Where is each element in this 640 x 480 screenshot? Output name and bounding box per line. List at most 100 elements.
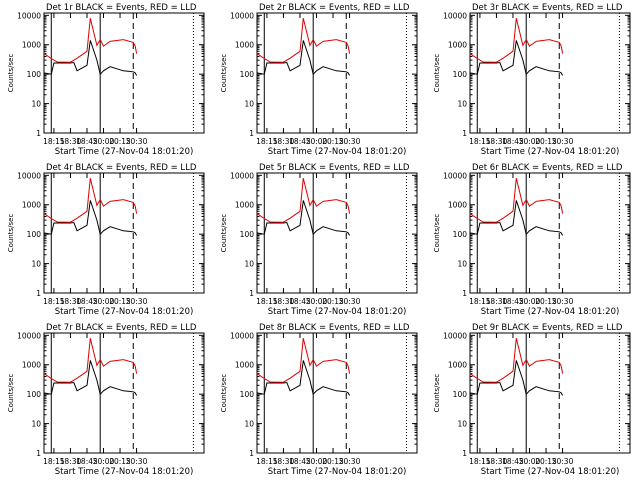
x-tick-label: 18:30 <box>60 297 82 306</box>
x-tick-label: 20:15 <box>535 137 557 146</box>
y-tick-label: 1000 <box>235 201 254 210</box>
plot-frame <box>256 12 418 134</box>
y-axis-label: Counts/sec <box>433 54 441 93</box>
x-tick-label: 18:30 <box>273 137 295 146</box>
y-tick-label: 10000 <box>17 331 41 340</box>
y-tick-label: 1 <box>462 449 467 458</box>
x-tick-label: 18:15 <box>256 137 278 146</box>
x-tick-label: 18:30 <box>60 137 82 146</box>
x-tick-label: 18:15 <box>469 457 491 466</box>
x-tick-label: 20:30 <box>552 137 574 146</box>
events-series-line <box>469 200 564 236</box>
y-tick-label: 1 <box>249 449 254 458</box>
chart-title: Det 2r BLACK = Events, RED = LLD <box>259 3 410 13</box>
x-axis-label: Start Time (27-Nov-04 18:01:20) <box>55 467 194 477</box>
y-tick-label: 100 <box>27 390 42 399</box>
lld-series-line <box>469 18 564 63</box>
detector-panel-6: Det 6r BLACK = Events, RED = LLD Start Ti… <box>433 163 631 317</box>
detector-panel-7: Det 7r BLACK = Events, RED = LLD Start Ti… <box>7 323 205 477</box>
y-tick-label: 10 <box>244 420 254 429</box>
y-tick-label: 10 <box>31 260 41 269</box>
x-tick-label: 20:15 <box>109 457 131 466</box>
plot-frame <box>469 332 631 454</box>
y-axis-label: Counts/sec <box>220 214 228 253</box>
y-tick-label: 1000 <box>235 361 254 370</box>
y-tick-label: 10000 <box>230 11 254 20</box>
plot-frame <box>43 332 205 454</box>
y-tick-label: 1 <box>36 449 41 458</box>
y-tick-label: 1000 <box>22 361 41 370</box>
x-tick-label: 18:30 <box>60 457 82 466</box>
y-axis-label: Counts/sec <box>220 54 228 93</box>
y-tick-label: 10000 <box>443 331 467 340</box>
x-tick-label: 20:30 <box>552 297 574 306</box>
y-tick-label: 1 <box>36 129 41 138</box>
y-axis-label: Counts/sec <box>220 374 228 413</box>
x-tick-label: 20:00 <box>93 297 115 306</box>
detector-panel-9: Det 9r BLACK = Events, RED = LLD Start Ti… <box>433 323 631 477</box>
x-tick-label: 18:45 <box>289 297 311 306</box>
events-series-line <box>256 200 351 236</box>
x-tick-label: 18:45 <box>502 297 524 306</box>
lld-series-line <box>469 178 564 223</box>
x-tick-label: 20:15 <box>535 297 557 306</box>
y-axis-label: Counts/sec <box>7 374 15 413</box>
detector-panel-5: Det 5r BLACK = Events, RED = LLD Start Ti… <box>220 163 418 317</box>
y-tick-label: 1 <box>462 129 467 138</box>
plot-frame <box>469 12 631 134</box>
chart-title: Det 9r BLACK = Events, RED = LLD <box>472 323 623 333</box>
x-tick-label: 20:15 <box>322 297 344 306</box>
plot-frame <box>469 172 631 294</box>
y-axis-label: Counts/sec <box>7 54 15 93</box>
x-tick-label: 18:45 <box>502 457 524 466</box>
chart-title: Det 7r BLACK = Events, RED = LLD <box>46 323 197 333</box>
x-tick-label: 18:45 <box>289 457 311 466</box>
detector-panel-2: Det 2r BLACK = Events, RED = LLD Start Ti… <box>220 3 418 157</box>
y-tick-label: 1 <box>36 289 41 298</box>
x-tick-label: 20:00 <box>519 297 541 306</box>
lld-series-line <box>256 18 351 63</box>
x-tick-label: 20:30 <box>339 457 361 466</box>
x-tick-label: 20:30 <box>339 297 361 306</box>
x-axis-label: Start Time (27-Nov-04 18:01:20) <box>55 307 194 317</box>
x-tick-label: 18:30 <box>273 297 295 306</box>
y-tick-label: 1000 <box>22 201 41 210</box>
y-tick-label: 1000 <box>22 41 41 50</box>
events-series-line <box>43 360 138 396</box>
lld-series-line <box>43 18 138 63</box>
y-tick-label: 100 <box>453 70 468 79</box>
x-tick-label: 20:00 <box>93 457 115 466</box>
events-series-line <box>469 360 564 396</box>
x-tick-label: 18:45 <box>76 137 98 146</box>
chart-title: Det 8r BLACK = Events, RED = LLD <box>259 323 410 333</box>
x-tick-label: 18:30 <box>273 457 295 466</box>
x-tick-label: 18:15 <box>256 457 278 466</box>
x-axis-label: Start Time (27-Nov-04 18:01:20) <box>481 307 620 317</box>
x-tick-label: 18:15 <box>43 297 65 306</box>
y-axis-label: Counts/sec <box>7 214 15 253</box>
y-tick-label: 1000 <box>448 201 467 210</box>
y-tick-label: 10000 <box>17 171 41 180</box>
x-tick-label: 20:30 <box>126 457 148 466</box>
lld-series-line <box>43 178 138 223</box>
plot-frame <box>43 172 205 294</box>
y-tick-label: 10000 <box>17 11 41 20</box>
y-tick-label: 1000 <box>448 41 467 50</box>
x-axis-label: Start Time (27-Nov-04 18:01:20) <box>268 307 407 317</box>
x-axis-label: Start Time (27-Nov-04 18:01:20) <box>481 147 620 157</box>
chart-title: Det 5r BLACK = Events, RED = LLD <box>259 163 410 173</box>
plot-frame <box>43 12 205 134</box>
y-tick-label: 10000 <box>443 11 467 20</box>
y-axis-label: Counts/sec <box>433 214 441 253</box>
y-tick-label: 1 <box>249 129 254 138</box>
y-tick-label: 10000 <box>443 171 467 180</box>
y-tick-label: 1 <box>249 289 254 298</box>
x-axis-label: Start Time (27-Nov-04 18:01:20) <box>55 147 194 157</box>
x-tick-label: 20:00 <box>519 457 541 466</box>
x-tick-label: 20:00 <box>93 137 115 146</box>
x-axis-label: Start Time (27-Nov-04 18:01:20) <box>268 467 407 477</box>
lld-series-line <box>43 338 138 383</box>
lld-series-line <box>256 338 351 383</box>
x-tick-label: 20:30 <box>339 137 361 146</box>
x-tick-label: 18:15 <box>469 297 491 306</box>
